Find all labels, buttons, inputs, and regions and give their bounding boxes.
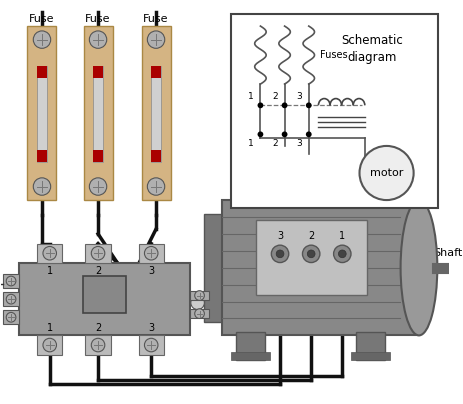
Circle shape [144, 246, 158, 260]
Text: 1: 1 [339, 231, 345, 241]
Circle shape [43, 246, 56, 260]
Circle shape [282, 103, 288, 108]
Circle shape [338, 250, 346, 258]
Text: 2: 2 [272, 139, 278, 148]
Bar [232, 15, 438, 208]
Circle shape [307, 250, 315, 258]
Bar [236, 332, 265, 360]
Bar [142, 26, 170, 200]
Circle shape [6, 312, 16, 322]
Circle shape [6, 294, 16, 304]
Circle shape [306, 131, 312, 137]
Text: 1: 1 [248, 92, 254, 101]
Bar [19, 263, 190, 335]
Circle shape [33, 31, 50, 48]
Text: 2: 2 [308, 231, 314, 241]
Circle shape [195, 309, 204, 318]
Bar [37, 66, 47, 162]
Circle shape [276, 250, 284, 258]
Bar [232, 352, 270, 360]
Bar [3, 274, 19, 288]
Text: 3: 3 [296, 139, 302, 148]
Bar [82, 276, 126, 313]
Bar [3, 292, 19, 306]
Text: 1: 1 [47, 323, 53, 332]
Bar [190, 291, 209, 300]
Circle shape [89, 31, 107, 48]
Bar [351, 352, 390, 360]
Circle shape [147, 31, 165, 48]
Bar [38, 32, 46, 47]
Bar [151, 66, 161, 162]
Circle shape [191, 296, 204, 309]
Bar [204, 214, 222, 322]
Bar [37, 335, 63, 355]
Text: 3: 3 [277, 231, 283, 241]
Text: 1: 1 [47, 265, 53, 276]
Bar [222, 200, 419, 335]
Text: Contactor: Contactor [219, 283, 281, 296]
Bar [190, 309, 209, 318]
Text: motor: motor [370, 168, 403, 178]
Bar [94, 32, 102, 47]
Bar [86, 244, 111, 263]
Circle shape [147, 178, 165, 195]
Bar [37, 66, 47, 78]
Bar [38, 179, 46, 194]
Bar [256, 220, 367, 295]
Circle shape [91, 246, 105, 260]
Bar [93, 66, 103, 78]
Bar [37, 150, 47, 162]
Circle shape [334, 245, 351, 263]
Circle shape [359, 146, 413, 200]
Circle shape [91, 338, 105, 352]
Bar [86, 335, 111, 355]
Bar [37, 244, 63, 263]
Text: Fuses: Fuses [320, 50, 348, 60]
Bar [3, 311, 19, 324]
Text: Shaft: Shaft [433, 248, 463, 258]
Text: Fuse: Fuse [143, 15, 169, 25]
Circle shape [89, 178, 107, 195]
Circle shape [144, 338, 158, 352]
Circle shape [33, 178, 50, 195]
Circle shape [43, 338, 56, 352]
Text: 2: 2 [95, 323, 101, 332]
Text: Fuse: Fuse [29, 15, 55, 25]
Bar [151, 150, 161, 162]
Circle shape [282, 131, 288, 137]
Bar [152, 179, 160, 194]
Bar [94, 179, 102, 194]
Text: 2: 2 [272, 92, 278, 101]
Circle shape [306, 103, 312, 108]
Ellipse shape [400, 200, 438, 335]
Bar [27, 26, 56, 200]
Text: 3: 3 [148, 265, 154, 276]
Circle shape [6, 276, 16, 286]
Text: Fuse: Fuse [85, 15, 111, 25]
Text: Motor: Motor [283, 179, 319, 192]
Circle shape [257, 131, 263, 137]
Bar [152, 32, 160, 47]
Circle shape [257, 103, 263, 108]
Text: Schematic
diagram: Schematic diagram [341, 34, 403, 64]
Text: 3: 3 [148, 323, 154, 332]
Text: 3: 3 [296, 92, 302, 101]
Text: 1: 1 [248, 139, 254, 148]
Circle shape [271, 245, 289, 263]
Bar [93, 66, 103, 162]
Bar [356, 332, 385, 360]
Bar [138, 335, 164, 355]
Bar [83, 26, 113, 200]
Text: 2: 2 [95, 265, 101, 276]
Circle shape [302, 245, 320, 263]
Bar [151, 66, 161, 78]
Circle shape [195, 291, 204, 300]
Bar [93, 150, 103, 162]
Bar [138, 244, 164, 263]
